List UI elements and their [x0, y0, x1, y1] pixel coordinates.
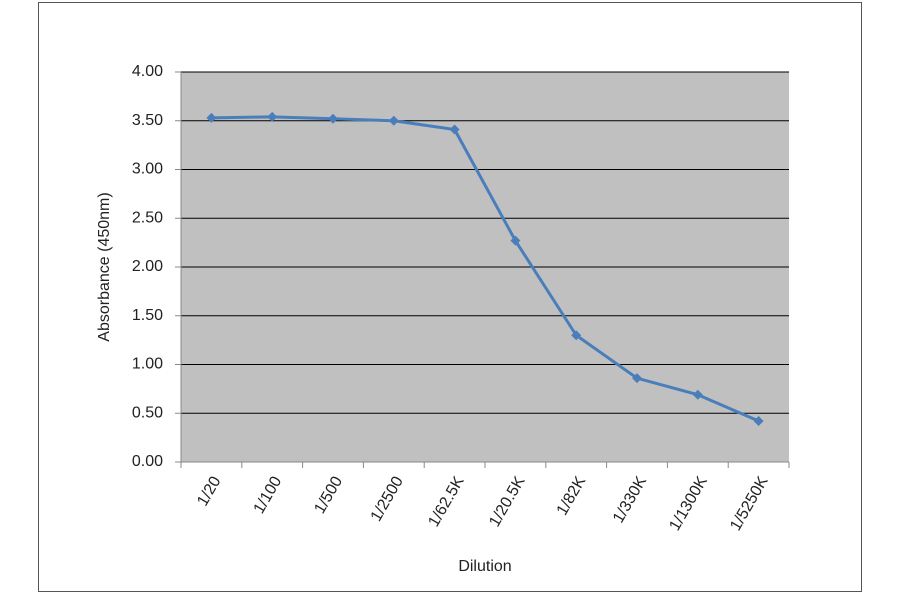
data-line [211, 115, 760, 423]
y-tick-label: 0.00 [132, 453, 163, 470]
y-tick-label: 4.00 [132, 63, 163, 80]
y-tick-label: 0.50 [132, 404, 163, 421]
data-point [328, 113, 338, 124]
y-axis-title: Absorbance (450nm) [96, 192, 113, 341]
y-tick-label: 2.00 [132, 258, 163, 275]
y-tick-label: 3.00 [132, 161, 163, 178]
data-point [753, 416, 764, 427]
data-point [632, 373, 642, 384]
data-point [571, 330, 582, 341]
y-tick-label: 1.00 [132, 356, 163, 373]
x-axis-title: Dilution [458, 558, 511, 575]
data-point [267, 111, 278, 122]
data-point [206, 112, 217, 123]
y-tick-label: 3.50 [132, 112, 163, 129]
y-tick-label: 1.50 [132, 307, 163, 324]
data-point [510, 235, 521, 246]
data-point [692, 389, 703, 400]
data-point [449, 124, 460, 135]
data-point [388, 115, 399, 126]
y-tick-label: 2.50 [132, 209, 163, 226]
